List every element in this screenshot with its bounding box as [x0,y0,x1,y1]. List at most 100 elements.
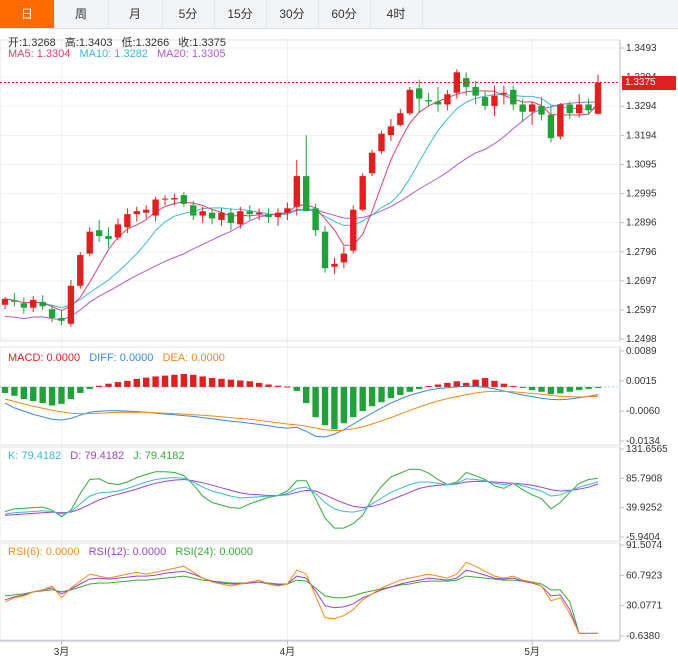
candle-body [519,104,526,112]
macd-bar [303,386,310,404]
candle-body [218,212,225,220]
candle-body [594,82,602,114]
candle-body [340,253,348,263]
macd-bar [208,378,216,387]
candle-body [444,94,451,105]
candle-body [142,209,150,213]
candle-body [566,104,573,114]
candle-body [491,95,498,106]
candle-body [105,236,112,239]
candle-body [284,208,291,213]
x-tick-label: 5月 [524,646,540,658]
candle-body [227,212,235,223]
candle-body [265,214,272,218]
dea-value: DEA: 0.0000 [162,352,225,364]
macd-bar [265,384,272,387]
macd-bar [463,382,470,387]
price-panel-frame [0,39,621,342]
close-value: 收:1.3375 [178,37,226,49]
macd-bar [387,386,395,399]
macd-bar [378,386,385,403]
price-tick-label: 1.3095 [626,159,657,170]
rsi24-line [4,575,598,634]
j-value: J: 79.4182 [133,450,185,462]
macd-bar [566,386,573,392]
price-tick-label: 1.2697 [626,276,657,287]
rsi-tick-label: 91.5074 [626,540,663,551]
candle-body [331,263,338,267]
last-price-label: 1.3375 [622,75,676,90]
macd-bar [444,382,451,387]
tab-5min[interactable]: 5分 [162,0,215,28]
candle-body [425,100,432,102]
macd-bar [77,386,84,393]
macd-bar [321,386,329,426]
macd-bar [95,385,103,387]
macd-bar [20,386,28,400]
candle-body [208,212,216,219]
macd-bar [425,386,432,388]
dif-line [4,385,599,438]
macd-bar [152,376,159,387]
candle-body [547,114,555,139]
candle-body [11,300,18,302]
price-tick-label: 1.3294 [626,101,657,112]
rsi-tick-label: 60.7923 [626,570,663,581]
macd-bar [39,386,46,404]
d-line [4,478,599,516]
price-tick-label: 1.3194 [626,130,657,141]
candle-body [161,198,169,200]
ma10-line [4,93,599,309]
candle-body [237,211,244,225]
macd-bar [547,386,555,395]
candle-body [133,211,140,215]
candle-body [481,97,489,106]
macd-bar [171,374,178,387]
ma5-line [4,90,599,312]
rsi6-value: RSI(6): 0.0000 [8,546,80,558]
ma-legend: MA5: 1.3304 MA10: 1.3282 MA20: 1.3305 [8,48,232,60]
candle-body [67,285,75,324]
price-tick-label: 1.3493 [626,43,657,54]
candle-body [274,212,282,218]
candle-body [538,105,545,115]
candle-body [528,104,536,112]
ma20-line [4,101,599,321]
tab-4hour[interactable]: 4时 [370,0,423,28]
macd-bar [312,386,319,418]
macd-bar [274,385,282,387]
kdj-legend: K: 79.4182 D: 79.4182 J: 79.4182 [8,450,191,462]
candle-body [472,86,479,96]
macd-bar [246,381,253,387]
tab-15min[interactable]: 15分 [214,0,267,28]
macd-bar [30,386,37,402]
k-value: K: 79.4182 [8,450,62,462]
tab-60min[interactable]: 60分 [318,0,371,28]
candle-body [397,113,404,125]
tab-daily[interactable]: 日 [0,0,55,28]
macd-bar [368,386,376,407]
candle-body [48,309,56,318]
kdj-tick-label: 131.6565 [626,444,668,455]
macd-bar [86,386,93,389]
candle-body [1,298,9,305]
macd-bar [142,377,150,387]
candle-body [463,78,470,87]
price-tick-label: 1.2498 [626,334,657,345]
macd-bar [340,386,348,424]
macd-bar [255,382,263,387]
macd-bar [510,386,517,388]
tab-monthly[interactable]: 月 [108,0,163,28]
macd-bar [293,386,300,391]
candle-body [171,198,178,200]
macd-bar [227,379,235,387]
candle-body [190,205,197,216]
open-value: 开:1.3268 [8,37,56,49]
tab-30min[interactable]: 30分 [266,0,319,28]
rsi12-line [4,569,598,634]
price-tick-label: 1.2597 [626,305,657,316]
tab-weekly[interactable]: 周 [54,0,109,28]
candle-body [312,208,319,231]
macd-bar [1,386,9,393]
